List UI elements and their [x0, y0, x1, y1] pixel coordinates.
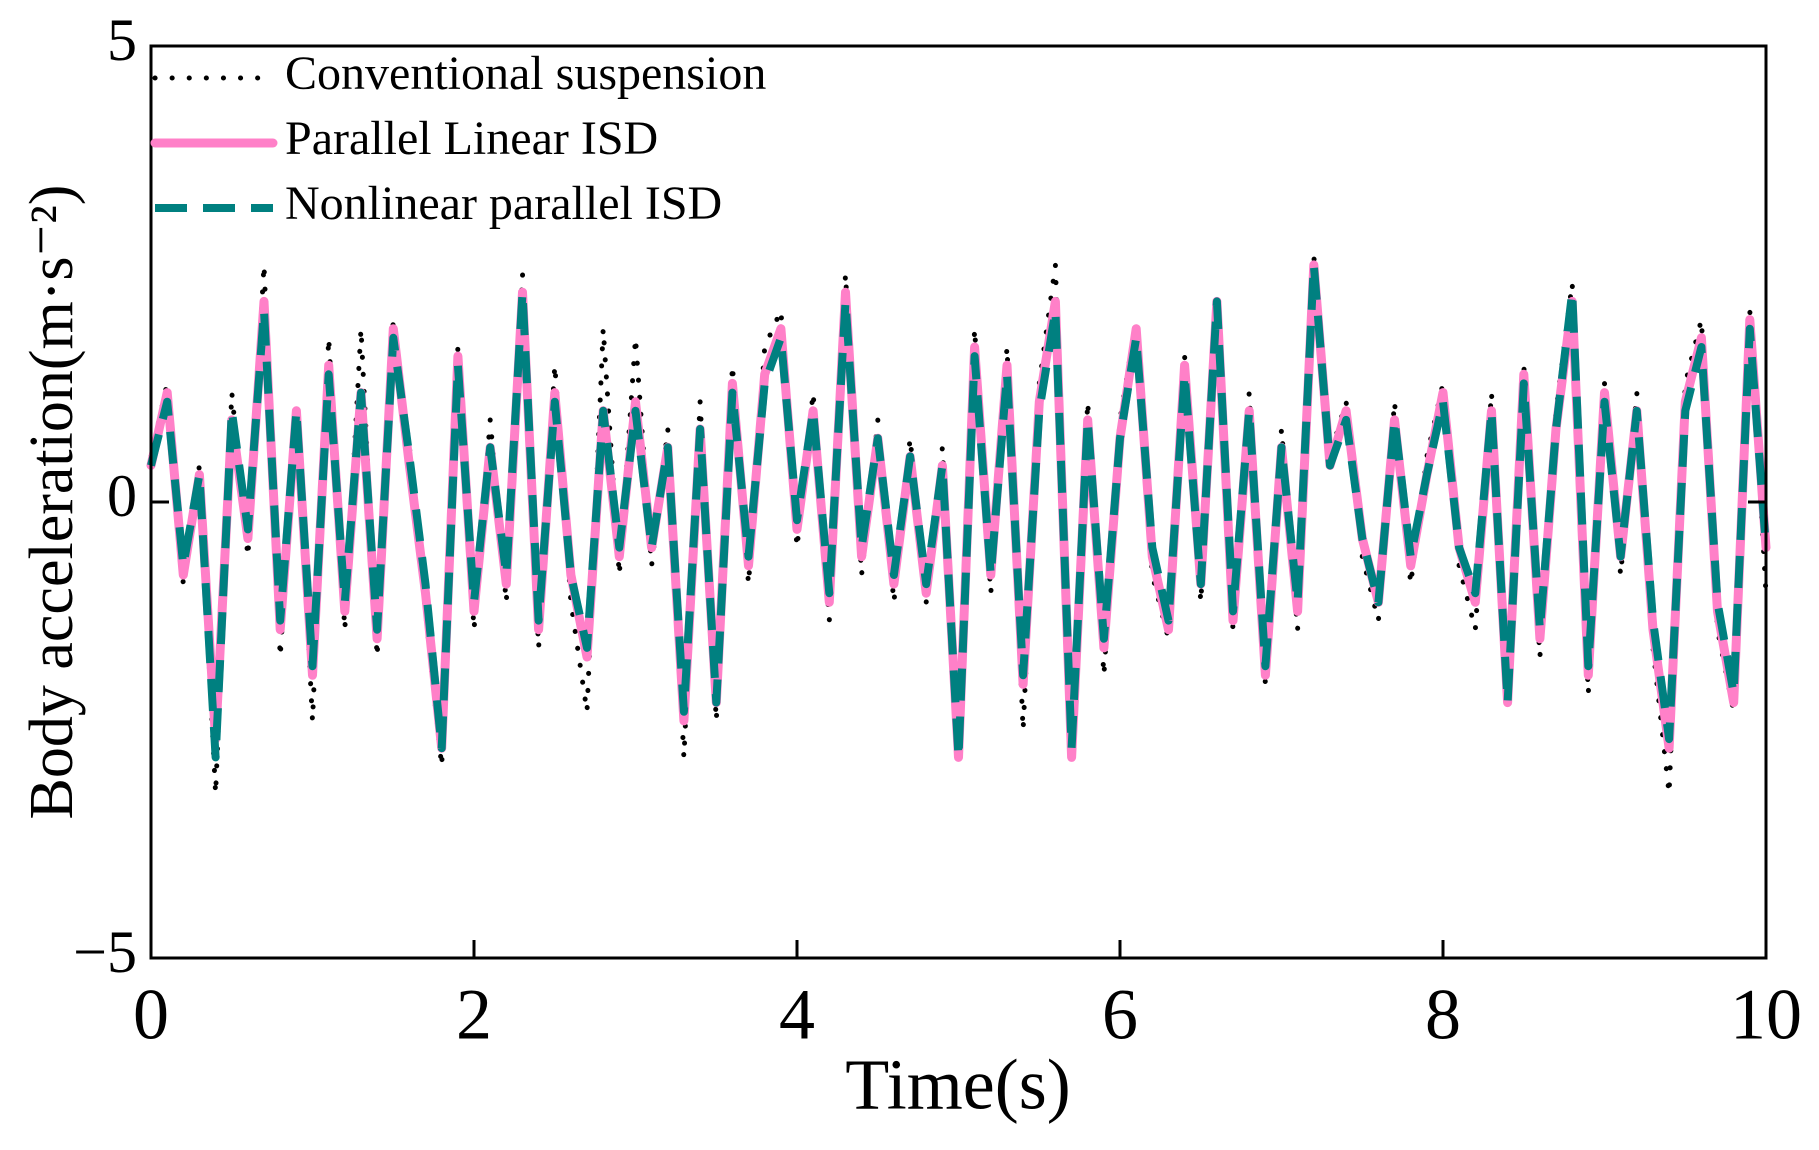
y-tick-label: −5 [73, 919, 137, 985]
legend-label: Conventional suspension [285, 47, 766, 100]
data-line [147, 260, 1770, 762]
legend-label: Nonlinear parallel ISD [285, 177, 722, 230]
y-tick-label: 0 [107, 463, 137, 529]
x-tick-label: 0 [133, 975, 169, 1055]
y-tick-label: 5 [107, 7, 137, 73]
x-tick-label: 8 [1425, 975, 1461, 1055]
data-line [146, 260, 1771, 762]
x-tick-label: 6 [1102, 975, 1138, 1055]
x-tick-label: 2 [456, 975, 492, 1055]
x-tick-label: 10 [1730, 975, 1802, 1055]
y-axis-label: Body acceleration(m·s⁻²) [18, 185, 86, 820]
x-axis-label: Time(s) [845, 1045, 1070, 1125]
legend-label: Parallel Linear ISD [285, 112, 658, 165]
x-tick-label: 4 [779, 975, 815, 1055]
